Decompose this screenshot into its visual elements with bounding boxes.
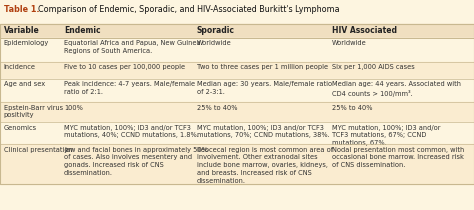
Text: Variable: Variable: [4, 26, 39, 35]
Text: Jaw and facial bones in approximately 50%
of cases. Also involves mesentery and
: Jaw and facial bones in approximately 50…: [64, 147, 208, 176]
Text: 100%: 100%: [64, 105, 83, 111]
Bar: [0, 79, 474, 102]
Text: Peak incidence: 4-7 years. Male/female
ratio of 2:1.: Peak incidence: 4-7 years. Male/female r…: [64, 81, 195, 95]
Text: 25% to 40%: 25% to 40%: [332, 105, 372, 111]
Text: MYC mutation, 100%; ID3 and/or TCF3
mutations, 40%; CCND mutations, 1.8%.: MYC mutation, 100%; ID3 and/or TCF3 muta…: [64, 125, 199, 138]
Text: HIV Associated: HIV Associated: [332, 26, 397, 35]
Text: Age and sex: Age and sex: [4, 81, 45, 88]
Bar: [0, 122, 474, 144]
Text: Nodal presentation most common, with
occasional bone marrow. Increased risk
of C: Nodal presentation most common, with occ…: [332, 147, 464, 168]
Bar: [0, 62, 474, 79]
Text: Epstein-Barr virus
positivity: Epstein-Barr virus positivity: [4, 105, 63, 118]
Text: Epidemiology: Epidemiology: [4, 40, 49, 46]
Bar: [0, 102, 474, 122]
Text: Two to three cases per 1 million people: Two to three cases per 1 million people: [197, 64, 328, 70]
Text: Incidence: Incidence: [4, 64, 36, 70]
Text: Five to 10 cases per 100,000 people: Five to 10 cases per 100,000 people: [64, 64, 185, 70]
Text: Median age: 30 years. Male/female ratio
of 2-3:1.: Median age: 30 years. Male/female ratio …: [197, 81, 332, 95]
Text: Median age: 44 years. Associated with
CD4 counts > 100/mm³.: Median age: 44 years. Associated with CD…: [332, 81, 461, 97]
Bar: [0, 24, 474, 184]
Bar: [0, 38, 474, 62]
Text: Sporadic: Sporadic: [197, 26, 235, 35]
Text: Equatorial Africa and Papua, New Guinea.
Regions of South America.: Equatorial Africa and Papua, New Guinea.…: [64, 40, 203, 54]
Text: Table 1.: Table 1.: [4, 5, 39, 14]
Text: MYC mutation, 100%; ID3 and/or
TCF3 mutations, 67%; CCND
mutations, 67%.: MYC mutation, 100%; ID3 and/or TCF3 muta…: [332, 125, 440, 146]
Text: Worldwide: Worldwide: [332, 40, 366, 46]
Text: Worldwide: Worldwide: [197, 40, 231, 46]
Bar: [0, 144, 474, 184]
Text: Six per 1,000 AIDS cases: Six per 1,000 AIDS cases: [332, 64, 415, 70]
Text: Ileocecal region is most common area of
involvement. Other extranodal sites
incl: Ileocecal region is most common area of …: [197, 147, 333, 184]
Text: 25% to 40%: 25% to 40%: [197, 105, 237, 111]
Text: Genomics: Genomics: [4, 125, 37, 131]
Text: Endemic: Endemic: [64, 26, 100, 35]
Bar: [0, 24, 474, 38]
Text: Comparison of Endemic, Sporadic, and HIV-Associated Burkitt's Lymphoma: Comparison of Endemic, Sporadic, and HIV…: [33, 5, 340, 14]
Text: Clinical presentation: Clinical presentation: [4, 147, 73, 153]
Text: MYC mutation, 100%; ID3 and/or TCF3
mutations, 70%; CCND mutations, 38%.: MYC mutation, 100%; ID3 and/or TCF3 muta…: [197, 125, 329, 138]
